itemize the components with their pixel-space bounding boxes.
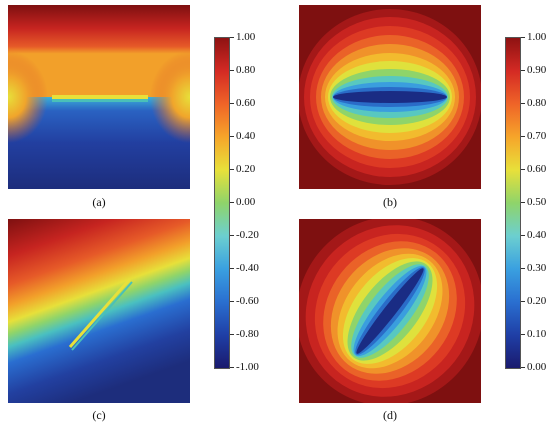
colorbar-tick-label: 0.40	[527, 229, 547, 241]
colorbar-tick-mark	[521, 37, 525, 38]
colorbar-tick-mark	[521, 169, 525, 170]
colorbar-tick-mark	[230, 37, 234, 38]
colorbar-tick-label: -0.20	[236, 229, 259, 241]
colorbar-tick-mark	[521, 301, 525, 302]
colorbar-tick-label: 0.40	[236, 130, 256, 142]
colorbar-tick-label: -0.40	[236, 262, 259, 274]
caption-d: (d)	[383, 408, 397, 422]
colorbar-tick-label: 0.70	[527, 130, 547, 142]
colorbar-tick-label: 0.50	[527, 196, 547, 208]
colorbar-tick-label: 0.90	[527, 64, 547, 76]
colorbar-tick-mark	[230, 169, 234, 170]
colorbar-tick-label: -1.00	[236, 361, 259, 373]
colorbar-tick-label: 0.00	[527, 361, 547, 373]
colorbar-tick-label: 1.00	[236, 31, 256, 43]
colorbar-tick-mark	[230, 136, 234, 137]
colorbar-tick-mark	[230, 202, 234, 203]
colorbar-right	[505, 37, 521, 369]
colorbar-tick-mark	[230, 301, 234, 302]
contour-panel-c	[8, 219, 190, 403]
colorbar-tick-mark	[230, 70, 234, 71]
colorbar-left	[214, 37, 230, 369]
contour-panel-d	[299, 219, 481, 403]
colorbar-tick-label: 0.20	[527, 295, 547, 307]
contour-panel-b	[299, 5, 481, 189]
colorbar-tick-mark	[521, 235, 525, 236]
contour-panel-a	[8, 5, 190, 189]
colorbar-tick-mark	[230, 367, 234, 368]
colorbar-tick-label: 0.00	[236, 196, 256, 208]
colorbar-tick-label: 0.60	[527, 163, 547, 175]
colorbar-tick-mark	[521, 367, 525, 368]
colorbar-tick-mark	[230, 235, 234, 236]
caption-b: (b)	[383, 195, 397, 209]
colorbar-tick-mark	[521, 70, 525, 71]
colorbar-tick-label: 0.80	[236, 64, 256, 76]
colorbar-tick-label: 0.20	[236, 163, 256, 175]
caption-c: (c)	[92, 408, 106, 422]
colorbar-tick-label: 0.80	[527, 97, 547, 109]
colorbar-tick-mark	[230, 334, 234, 335]
colorbar-tick-mark	[521, 268, 525, 269]
colorbar-tick-label: 0.30	[527, 262, 547, 274]
colorbar-tick-mark	[230, 268, 234, 269]
colorbar-tick-mark	[230, 103, 234, 104]
colorbar-tick-label: -0.60	[236, 295, 259, 307]
caption-a: (a)	[92, 195, 106, 209]
colorbar-tick-mark	[521, 202, 525, 203]
colorbar-tick-label: -0.80	[236, 328, 259, 340]
colorbar-tick-mark	[521, 334, 525, 335]
colorbar-tick-label: 0.60	[236, 97, 256, 109]
colorbar-tick-label: 1.00	[527, 31, 547, 43]
colorbar-tick-label: 0.10	[527, 328, 547, 340]
colorbar-tick-mark	[521, 103, 525, 104]
colorbar-tick-mark	[521, 136, 525, 137]
